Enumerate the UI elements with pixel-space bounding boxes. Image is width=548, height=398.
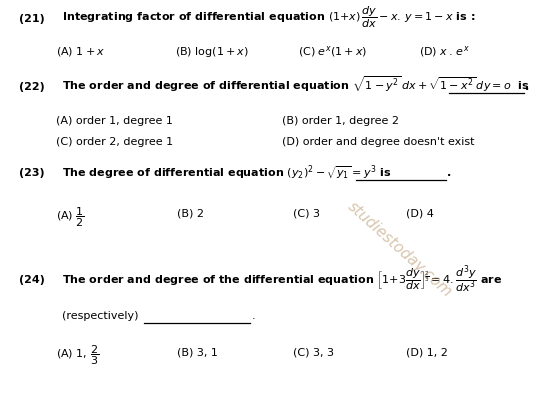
Text: (D) 4: (D) 4 [406, 209, 433, 219]
Text: (21): (21) [19, 14, 44, 23]
Text: .: . [447, 168, 451, 178]
Text: .: . [526, 82, 529, 92]
Text: (24): (24) [19, 275, 45, 285]
Text: studiestoday.com: studiestoday.com [345, 199, 455, 300]
Text: .: . [252, 311, 255, 321]
Text: (respectively): (respectively) [62, 311, 138, 321]
Text: (A) $1 + x$: (A) $1 + x$ [56, 45, 106, 58]
Text: (A) $\dfrac{1}{2}$: (A) $\dfrac{1}{2}$ [56, 205, 85, 229]
Text: (A) $1,\,\dfrac{2}{3}$: (A) $1,\,\dfrac{2}{3}$ [56, 344, 100, 367]
Text: (C) order 2, degree 1: (C) order 2, degree 1 [56, 137, 174, 147]
Text: (A) order 1, degree 1: (A) order 1, degree 1 [56, 116, 173, 126]
Text: (B) 2: (B) 2 [178, 209, 204, 219]
Text: (C) 3, 3: (C) 3, 3 [293, 348, 334, 358]
Text: (B) $\log(1+x)$: (B) $\log(1+x)$ [175, 45, 249, 59]
Text: (B) order 1, degree 2: (B) order 1, degree 2 [282, 116, 399, 126]
Text: (D) 1, 2: (D) 1, 2 [406, 348, 448, 358]
Text: The order and degree of differential equation $\sqrt{1-y^2}\,dx+\sqrt{1-x^2}\,dy: The order and degree of differential equ… [62, 74, 530, 94]
Text: The degree of differential equation $(y_2)^2 - \sqrt{y_1} = y^3$ is: The degree of differential equation $(y_… [62, 163, 391, 181]
Text: (D) order and degree doesn't exist: (D) order and degree doesn't exist [282, 137, 475, 147]
Text: (B) 3, 1: (B) 3, 1 [178, 348, 218, 358]
Text: Integrating factor of differential equation $(1{+}x)\,\dfrac{dy}{dx} - x.\,y = 1: Integrating factor of differential equat… [62, 5, 475, 30]
Text: (C) 3: (C) 3 [293, 209, 320, 219]
Text: (D) $x\,.\,e^x$: (D) $x\,.\,e^x$ [419, 44, 470, 59]
Text: (22): (22) [19, 82, 44, 92]
Text: (C) $e^x(1+x)$: (C) $e^x(1+x)$ [298, 44, 368, 59]
Text: The order and degree of the differential equation $\left[1{+}3\dfrac{dy}{dx}\rig: The order and degree of the differential… [62, 263, 502, 295]
Text: (23): (23) [19, 168, 44, 178]
